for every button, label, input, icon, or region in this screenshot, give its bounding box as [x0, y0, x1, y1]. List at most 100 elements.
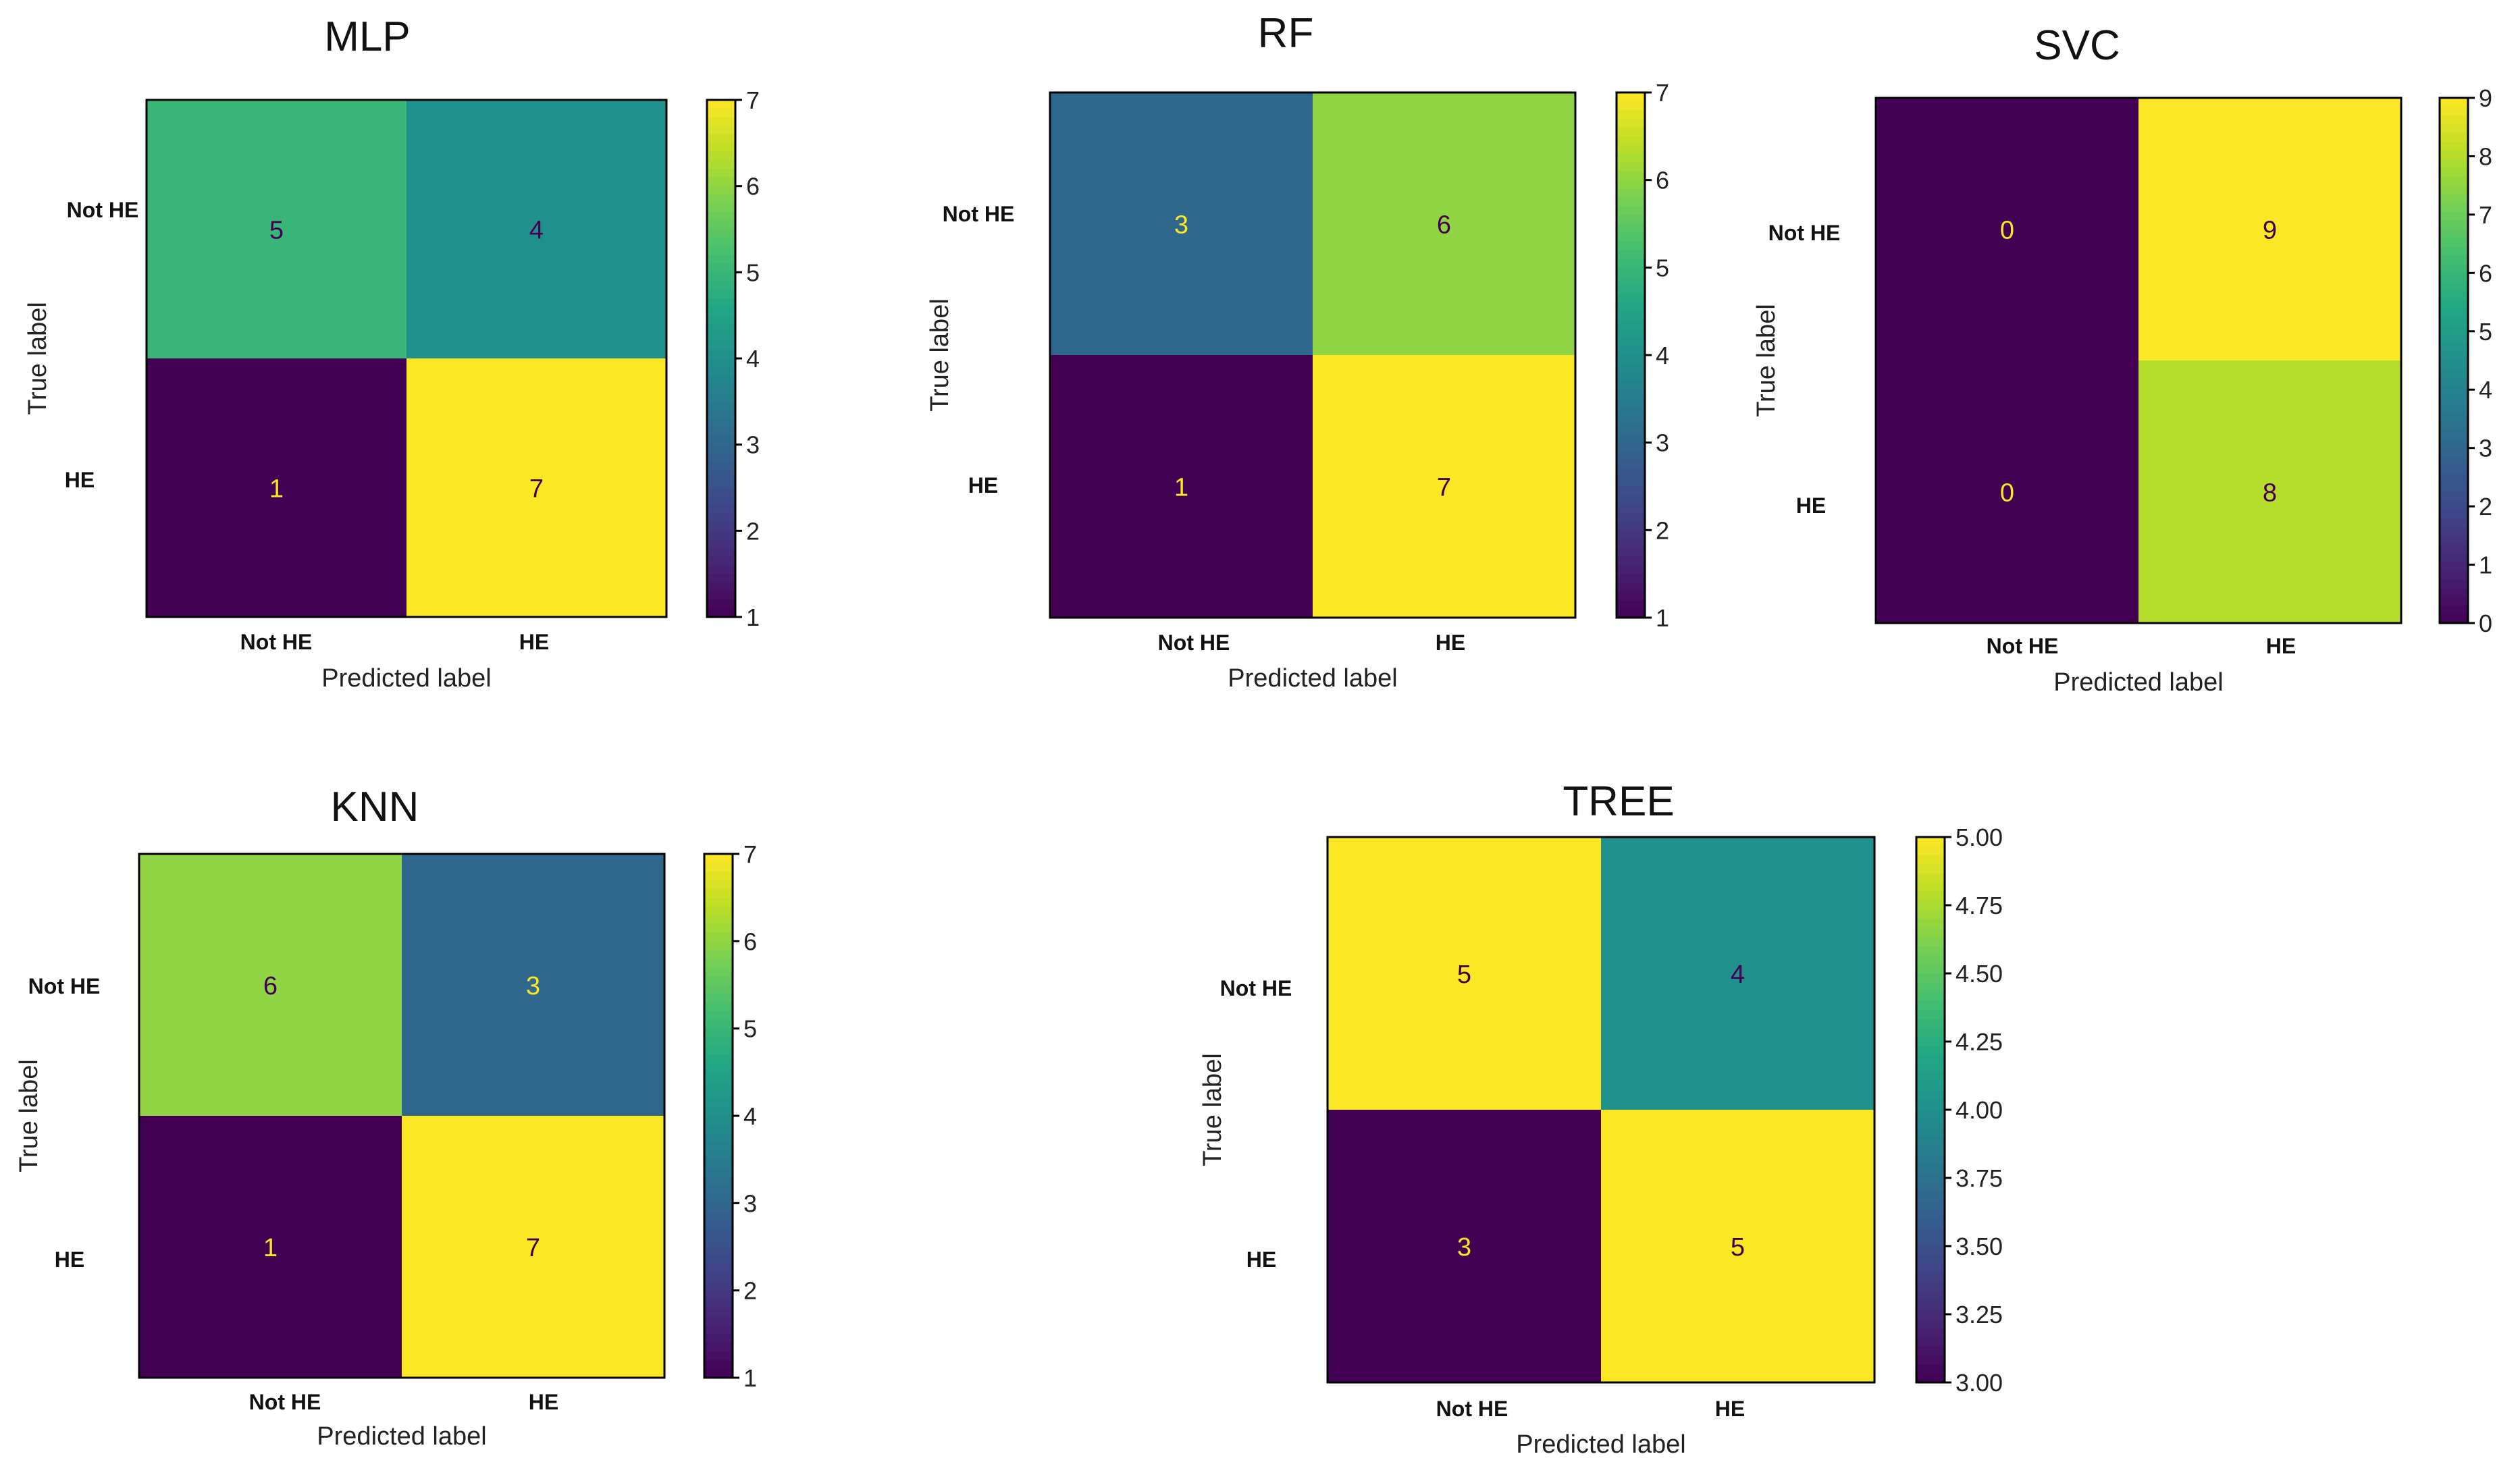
heatmap-cell — [147, 100, 406, 358]
colorbar-segment — [1916, 1318, 1945, 1329]
colorbar-segment — [1916, 882, 1945, 892]
colorbar-tick-label: 2 — [746, 517, 760, 545]
colorbar-segment — [1617, 530, 1645, 540]
cell-value-label: 1 — [269, 475, 284, 504]
colorbar-segment — [1916, 864, 1945, 874]
cell-value-label: 8 — [2263, 479, 2277, 508]
colorbar-segment — [1916, 1282, 1945, 1293]
chart-title: TREE — [1563, 778, 1674, 825]
colorbar-segment — [1617, 232, 1645, 242]
colorbar-segment — [707, 142, 735, 153]
heatmap-cell — [139, 854, 402, 1116]
colorbar-segment — [2440, 605, 2468, 616]
chart-rf: RF 3 6 1 7 Not HE HE Not HE HE Predicted label Tru… — [926, 10, 1669, 693]
colorbar-segment — [2440, 115, 2468, 125]
colorbar-segment — [2440, 290, 2468, 300]
colorbar-segment — [704, 1308, 733, 1318]
cell-value-label: 0 — [2000, 217, 2014, 245]
colorbar-segment — [707, 427, 735, 437]
colorbar-segment — [704, 1255, 733, 1265]
x-axis-title: Predicted label — [1516, 1430, 1685, 1459]
colorbar-segment — [1916, 1055, 1945, 1065]
colorbar-segment — [704, 1334, 733, 1344]
cell-value-label: 6 — [263, 972, 278, 1000]
y-axis-title: True label — [1752, 304, 1781, 417]
colorbar-segment — [704, 1229, 733, 1239]
heatmap-cell — [1328, 1110, 1601, 1382]
x-tick-label: Not HE — [1987, 634, 2059, 658]
colorbar-segment — [1916, 1337, 1945, 1347]
colorbar-segment — [2440, 194, 2468, 204]
colorbar-segment — [707, 211, 735, 221]
colorbar-segment — [707, 254, 735, 265]
colorbar-segment — [1916, 1000, 1945, 1011]
matrix-frame — [1326, 836, 1876, 1384]
colorbar-segment — [2440, 238, 2468, 248]
colorbar-segment — [2440, 456, 2468, 466]
x-tick-label: Not HE — [1158, 630, 1230, 655]
colorbar-segment — [707, 435, 735, 446]
colorbar-segment — [704, 1343, 733, 1353]
colorbar-segment — [704, 1264, 733, 1274]
matrix-frame — [1874, 97, 2403, 624]
colorbar-segment — [1916, 1237, 1945, 1247]
colorbar-segment — [1617, 294, 1645, 304]
colorbar-tick-label: 4.25 — [1955, 1028, 2003, 1056]
y-axis-title: True label — [15, 1059, 43, 1173]
colorbar-segment — [1916, 1273, 1945, 1283]
chart-title: MLP — [324, 14, 410, 60]
colorbar-tick-label: 3.75 — [1955, 1164, 2003, 1192]
colorbar-segment — [1617, 363, 1645, 373]
cell-value-label: 6 — [1437, 211, 1451, 240]
heatmap-cell — [1050, 355, 1313, 618]
colorbar-segment — [1916, 1082, 1945, 1093]
chart-mlp: MLP 5 4 1 7 Not HE HE Not HE HE Predicted label Tr… — [24, 14, 760, 693]
heatmap-cell — [1876, 360, 2138, 623]
x-tick-label: Not HE — [240, 630, 313, 654]
cell-value-label: 7 — [526, 1234, 540, 1262]
colorbar-segment — [707, 281, 735, 290]
colorbar-segment — [2440, 185, 2468, 195]
colorbar-segment — [2440, 412, 2468, 423]
y-tick-label: HE — [968, 473, 998, 497]
colorbar-segment — [1617, 153, 1645, 163]
colorbar-segment — [704, 1063, 733, 1073]
heatmap-cell — [402, 1116, 664, 1378]
cell-value-label: 1 — [1174, 474, 1188, 502]
colorbar-segment — [1916, 1027, 1945, 1038]
colorbar-segment — [1916, 1255, 1945, 1265]
colorbar-segment — [1617, 609, 1645, 618]
colorbar-segment — [707, 117, 735, 127]
matrix-frame — [138, 853, 666, 1379]
colorbar-tick-label: 2 — [2479, 493, 2492, 520]
colorbar-segment — [707, 505, 735, 514]
colorbar-tick-label: 6 — [2479, 259, 2492, 287]
colorbar-segment — [707, 203, 735, 213]
y-axis-title: True label — [1199, 1053, 1227, 1166]
colorbar-segment — [704, 1220, 733, 1231]
colorbar-segment — [707, 323, 735, 333]
colorbar-segment — [1617, 539, 1645, 549]
colorbar-segment — [2440, 448, 2468, 458]
colorbar-tick-label: 4 — [746, 345, 760, 373]
colorbar-tick-label: 4.00 — [1955, 1096, 2003, 1124]
colorbar-tick-label: 5 — [2479, 318, 2492, 346]
colorbar-segment — [704, 1177, 733, 1187]
colorbar-segment — [704, 880, 733, 890]
colorbar-segment — [704, 993, 733, 1003]
colorbar-segment — [1916, 846, 1945, 856]
chart-title: RF — [1258, 10, 1314, 57]
colorbar-segment — [704, 1316, 733, 1326]
colorbar-segment — [2440, 430, 2468, 440]
colorbar-segment — [1916, 900, 1945, 911]
chart-title: KNN — [331, 784, 419, 830]
colorbar-segment — [2440, 124, 2468, 134]
colorbar-segment — [707, 298, 735, 308]
colorbar-tick-label: 4 — [743, 1102, 757, 1130]
cell-value-label: 3 — [1174, 211, 1188, 240]
x-axis-title: Predicted label — [321, 664, 491, 693]
cell-value-label: 7 — [1437, 474, 1451, 502]
colorbar-segment — [707, 194, 735, 205]
y-tick-label: Not HE — [943, 202, 1015, 226]
